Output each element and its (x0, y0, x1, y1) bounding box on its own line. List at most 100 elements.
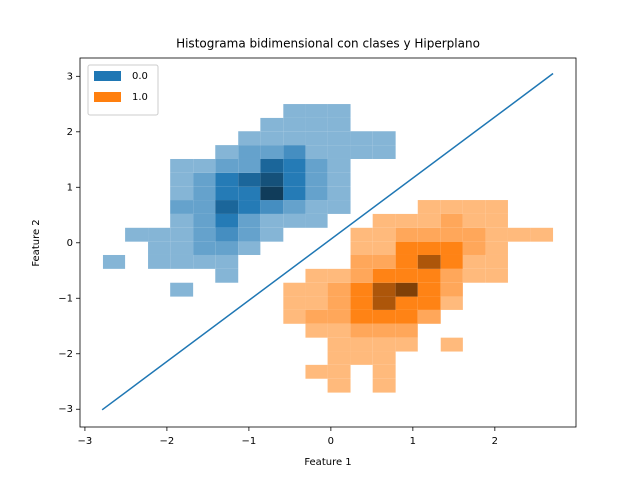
hist-cell (417, 227, 441, 242)
hist-cell (283, 309, 306, 324)
y-tick-label: 2 (67, 127, 73, 138)
legend: 0.0 1.0 (87, 64, 159, 116)
hist-cell (215, 254, 239, 269)
hist-cell (327, 378, 351, 393)
hist-cell (238, 172, 261, 187)
hist-cell (440, 227, 463, 242)
hyperplane-line (101, 72, 554, 411)
hist-cell (350, 309, 373, 324)
hist-cell (215, 145, 239, 159)
hist-cell (395, 309, 418, 324)
y-axis-label: Feature 2 (31, 219, 42, 266)
hist-cell (327, 351, 351, 365)
hist-cell (350, 268, 373, 283)
hist-cell (170, 158, 194, 173)
hist-cell (170, 172, 194, 187)
y-tick-label: 3 (67, 71, 73, 82)
hist-cell (238, 158, 261, 173)
hist-cell (395, 254, 418, 269)
hist-cell (440, 296, 463, 310)
x-tick-label: 1 (410, 436, 416, 447)
hist-cell (372, 323, 396, 338)
hist-cell (305, 172, 328, 187)
hist-cell (395, 227, 418, 242)
hist-cell (283, 145, 306, 159)
hist-cell (305, 323, 328, 338)
hist-cell (372, 337, 396, 352)
hist-cell (283, 158, 306, 173)
hist-cell (395, 268, 418, 283)
hist-cell (372, 131, 396, 146)
hist-cell (305, 104, 328, 118)
hist-cell (372, 296, 396, 310)
hist-cell (260, 200, 284, 214)
hist-cell (193, 241, 216, 255)
hist-cell (215, 268, 239, 283)
hist-cell (238, 241, 261, 255)
hist-cell (193, 172, 216, 187)
hist-cell (283, 213, 306, 228)
hist-cell (485, 227, 508, 242)
hist-cell (170, 254, 194, 269)
hist-cell (260, 158, 284, 173)
hist-cell (395, 241, 418, 255)
hist-cell (417, 296, 441, 310)
hist-cell (440, 241, 463, 255)
hist-cell (148, 254, 171, 269)
hist-cell (327, 145, 351, 159)
x-tick-label: 2 (492, 436, 498, 447)
hist-cell (170, 186, 194, 201)
hist-cell (305, 200, 328, 214)
hist-cell (372, 213, 396, 228)
hist-cell (327, 158, 351, 173)
hist-cell (530, 227, 554, 242)
y-tick-label: −2 (58, 349, 73, 360)
y-tick-label: 0 (67, 238, 73, 249)
hist-cell (350, 241, 373, 255)
hist-cell (462, 241, 486, 255)
hist-cell (238, 131, 261, 146)
hist-cell (327, 296, 351, 310)
chart-title: Histograma bidimensional con clases y Hi… (176, 37, 480, 51)
x-tick-label: −2 (160, 436, 175, 447)
y-tick-label: 1 (67, 182, 73, 193)
hist-cell (350, 282, 373, 297)
hist-cell (440, 200, 463, 214)
hist-cell (327, 172, 351, 187)
hist-cell (125, 227, 149, 242)
hist-cell (485, 241, 508, 255)
hist-cell (327, 337, 351, 352)
hist-cell (350, 145, 373, 159)
hist-cell (102, 254, 126, 269)
y-tick-label: −3 (58, 404, 73, 415)
hist-cell (462, 254, 486, 269)
hist-cell (238, 186, 261, 201)
hist-cell (440, 282, 463, 297)
hist-cell (260, 117, 284, 132)
hist-cell (372, 268, 396, 283)
hist-cell (305, 213, 328, 228)
hist-cell (327, 186, 351, 201)
hist-cell (350, 254, 373, 269)
hist-cell (462, 200, 486, 214)
hist-cell (327, 323, 351, 338)
hist-cell (305, 296, 328, 310)
hist-cell (485, 200, 508, 214)
hist-cell (440, 268, 463, 283)
hist-cell (193, 158, 216, 173)
hist-cell (440, 254, 463, 269)
hist-cell (507, 227, 531, 242)
hist-cell (215, 213, 239, 228)
hist-cell (372, 282, 396, 297)
hist-cell (215, 200, 239, 214)
hist-cell (462, 268, 486, 283)
hist-cell (238, 213, 261, 228)
hist-cell (283, 186, 306, 201)
hist-cell (440, 213, 463, 228)
hist-cell (395, 323, 418, 338)
hist-cell (462, 227, 486, 242)
hist-cell (283, 131, 306, 146)
hist-cell (215, 158, 239, 173)
